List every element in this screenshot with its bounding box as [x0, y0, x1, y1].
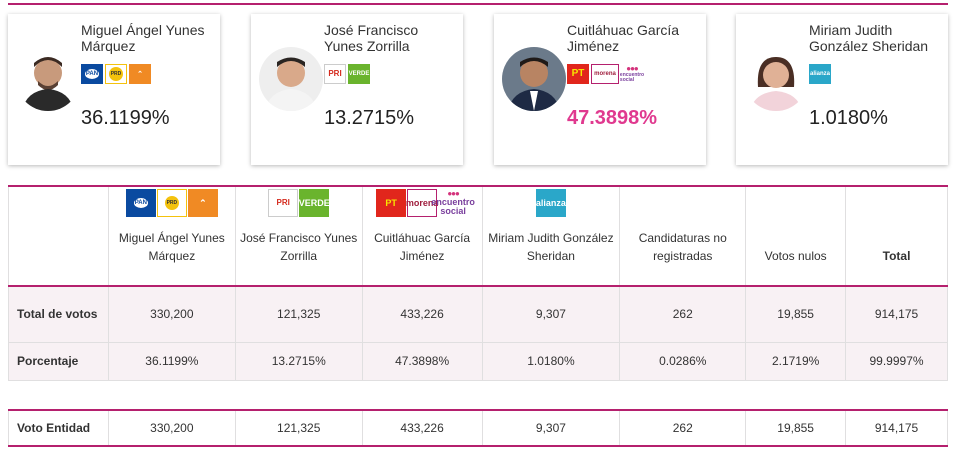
candidate-card-yunes-zorrilla[interactable]: José Francisco Yunes Zorrilla PRI VERDE … — [251, 14, 463, 165]
table-row: Porcentaje 36.1199% 13.2715% 47.3898% 1.… — [8, 341, 948, 381]
table-header-row: PAN PRD ⌃ Miguel Ángel Yunes Márquez PRI… — [8, 185, 948, 287]
table-row: Voto Entidad 330,200 121,325 433,226 9,3… — [8, 409, 948, 447]
encuentro-social-logo-icon: ●●● encuentro social — [431, 189, 475, 217]
table-spacer — [8, 380, 948, 410]
table-row: Total de votos 330,200 121,325 433,226 9… — [8, 285, 948, 343]
pri-logo-icon: PRI — [324, 64, 346, 84]
row-label: Voto Entidad — [8, 409, 109, 447]
candidate-name: José Francisco Yunes Zorrilla — [324, 22, 419, 54]
candidate-card-garcia-jimenez[interactable]: Cuitláhuac García Jiménez PT morena ●●● e… — [494, 14, 706, 165]
pan-logo-icon: PAN — [81, 64, 103, 84]
mc-logo-icon: ⌃ — [129, 64, 151, 84]
candidate-percentage: 13.2715% — [324, 107, 415, 129]
party-logos: PRI VERDE — [324, 64, 370, 84]
cell: 9,307 — [481, 285, 621, 343]
party-logos: PAN PRD ⌃ — [81, 64, 151, 84]
prd-logo-icon: PRD — [105, 64, 127, 84]
candidate-card-gonzalez-sheridan[interactable]: Miriam Judith González Sheridan alianza … — [736, 14, 948, 165]
encuentro-social-logo-icon: ●●● encuentro social — [619, 64, 645, 84]
cell: 121,325 — [234, 409, 363, 447]
header-votos-nulos: Votos nulos — [745, 185, 847, 287]
cell: 433,226 — [361, 409, 483, 447]
cell: 914,175 — [845, 285, 948, 343]
candidate-percentage: 36.1199% — [81, 107, 170, 129]
cell: 99.9997% — [845, 341, 948, 381]
top-accent-line — [8, 3, 948, 5]
cell: 262 — [619, 409, 747, 447]
morena-logo-icon: morena — [406, 189, 438, 217]
pt-logo-icon: PT — [567, 64, 589, 84]
verde-logo-icon: VERDE — [348, 64, 370, 84]
party-logos: PT morena ●●● encuentro social — [567, 64, 645, 84]
verde-logo-icon: VERDE — [299, 189, 330, 217]
pri-logo-icon: PRI — [268, 189, 299, 217]
candidate-name: Miriam Judith González Sheridan — [809, 22, 929, 54]
cell: 262 — [619, 285, 747, 343]
cell: 19,855 — [745, 285, 847, 343]
cell: 2.1719% — [745, 341, 847, 381]
header-total: Total — [845, 185, 948, 287]
candidate-photo — [744, 47, 808, 111]
cell: 0.0286% — [619, 341, 747, 381]
candidate-photo — [502, 47, 566, 111]
header-yunes-marquez: PAN PRD ⌃ Miguel Ángel Yunes Márquez — [107, 185, 236, 287]
morena-logo-icon: morena — [591, 64, 619, 84]
prd-logo-icon: PRD — [156, 189, 187, 217]
cell: 13.2715% — [234, 341, 363, 381]
pt-logo-icon: PT — [376, 189, 407, 217]
cell: 330,200 — [107, 409, 236, 447]
mc-logo-icon: ⌃ — [187, 189, 218, 217]
cell: 1.0180% — [481, 341, 621, 381]
candidate-photo — [16, 47, 80, 111]
alianza-logo-icon: alianza — [809, 64, 831, 84]
cell: 433,226 — [361, 285, 483, 343]
candidate-percentage: 1.0180% — [809, 107, 888, 129]
pan-logo-icon: PAN — [125, 189, 156, 217]
alianza-logo-icon: alianza — [535, 189, 566, 217]
candidate-photo — [259, 47, 323, 111]
header-garcia-jimenez: PT morena ●●● encuentro social Cuitláhuac… — [361, 185, 483, 287]
header-yunes-zorrilla: PRI VERDE José Francisco Yunes Zorrilla — [234, 185, 363, 287]
cell: 19,855 — [745, 409, 847, 447]
cell: 36.1199% — [107, 341, 236, 381]
cell: 914,175 — [845, 409, 948, 447]
header-gonzalez-sheridan: alianza Miriam Judith González Sheridan — [481, 185, 621, 287]
cell: 121,325 — [234, 285, 363, 343]
candidate-name: Miguel Ángel Yunes Márquez — [81, 22, 205, 54]
empty-header-cell — [8, 185, 109, 287]
cell: 9,307 — [481, 409, 621, 447]
header-no-registradas: Candidaturas no registradas — [619, 185, 747, 287]
candidate-name: Cuitláhuac García Jiménez — [567, 22, 680, 54]
results-table: PAN PRD ⌃ Miguel Ángel Yunes Márquez PRI… — [8, 185, 948, 447]
cell: 330,200 — [107, 285, 236, 343]
row-label: Porcentaje — [8, 341, 109, 381]
candidate-percentage: 47.3898% — [567, 107, 658, 129]
row-label: Total de votos — [8, 285, 109, 343]
party-logos: alianza — [809, 64, 831, 84]
candidate-card-yunes-marquez[interactable]: Miguel Ángel Yunes Márquez PAN PRD ⌃ 36.… — [8, 14, 220, 165]
cell: 47.3898% — [361, 341, 483, 381]
